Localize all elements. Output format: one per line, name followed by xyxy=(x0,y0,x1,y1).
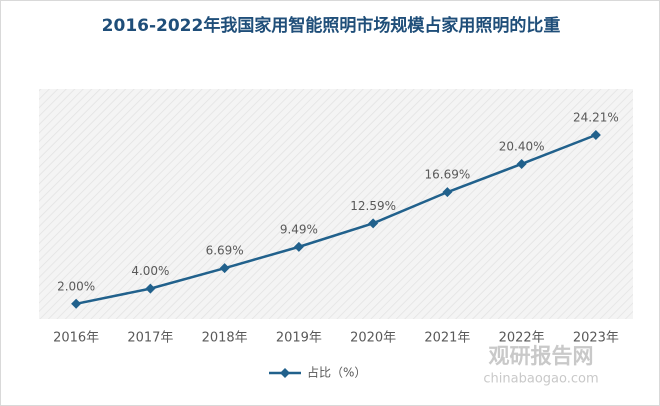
marker xyxy=(71,298,82,309)
data-label: 16.69% xyxy=(424,168,470,182)
x-tick-label: 2022年 xyxy=(499,331,545,346)
chart-title: 2016-2022年我国家用智能照明市场规模占家用照明的比重 xyxy=(101,16,561,36)
data-label: 24.21% xyxy=(573,111,619,125)
legend-label: 占比（%） xyxy=(307,365,366,380)
watermark-url: chinabaogao.com xyxy=(483,372,598,387)
data-label: 2.00% xyxy=(57,279,95,293)
marker xyxy=(219,263,230,274)
x-tick-label: 2017年 xyxy=(127,331,173,346)
x-tick-label: 2020年 xyxy=(350,331,396,346)
x-tick-label: 2016年 xyxy=(53,331,99,346)
marker xyxy=(145,283,156,294)
x-tick-label: 2023年 xyxy=(573,331,619,346)
marker xyxy=(516,158,527,169)
watermark-name: 观研报告网 xyxy=(489,344,594,368)
plot-area xyxy=(39,89,633,319)
marker xyxy=(293,241,304,252)
data-label: 4.00% xyxy=(131,264,169,278)
data-label: 9.49% xyxy=(280,222,318,236)
line xyxy=(75,133,597,306)
x-tick-label: 2021年 xyxy=(424,331,470,346)
marker xyxy=(368,218,379,229)
legend-marker xyxy=(280,368,290,378)
x-tick-label: 2018年 xyxy=(202,331,248,346)
marker xyxy=(590,130,601,140)
data-label: 12.59% xyxy=(350,199,396,213)
data-label: 6.69% xyxy=(206,244,244,258)
marker xyxy=(442,187,453,198)
x-tick-label: 2019年 xyxy=(276,331,322,346)
data-label: 20.40% xyxy=(499,139,545,153)
